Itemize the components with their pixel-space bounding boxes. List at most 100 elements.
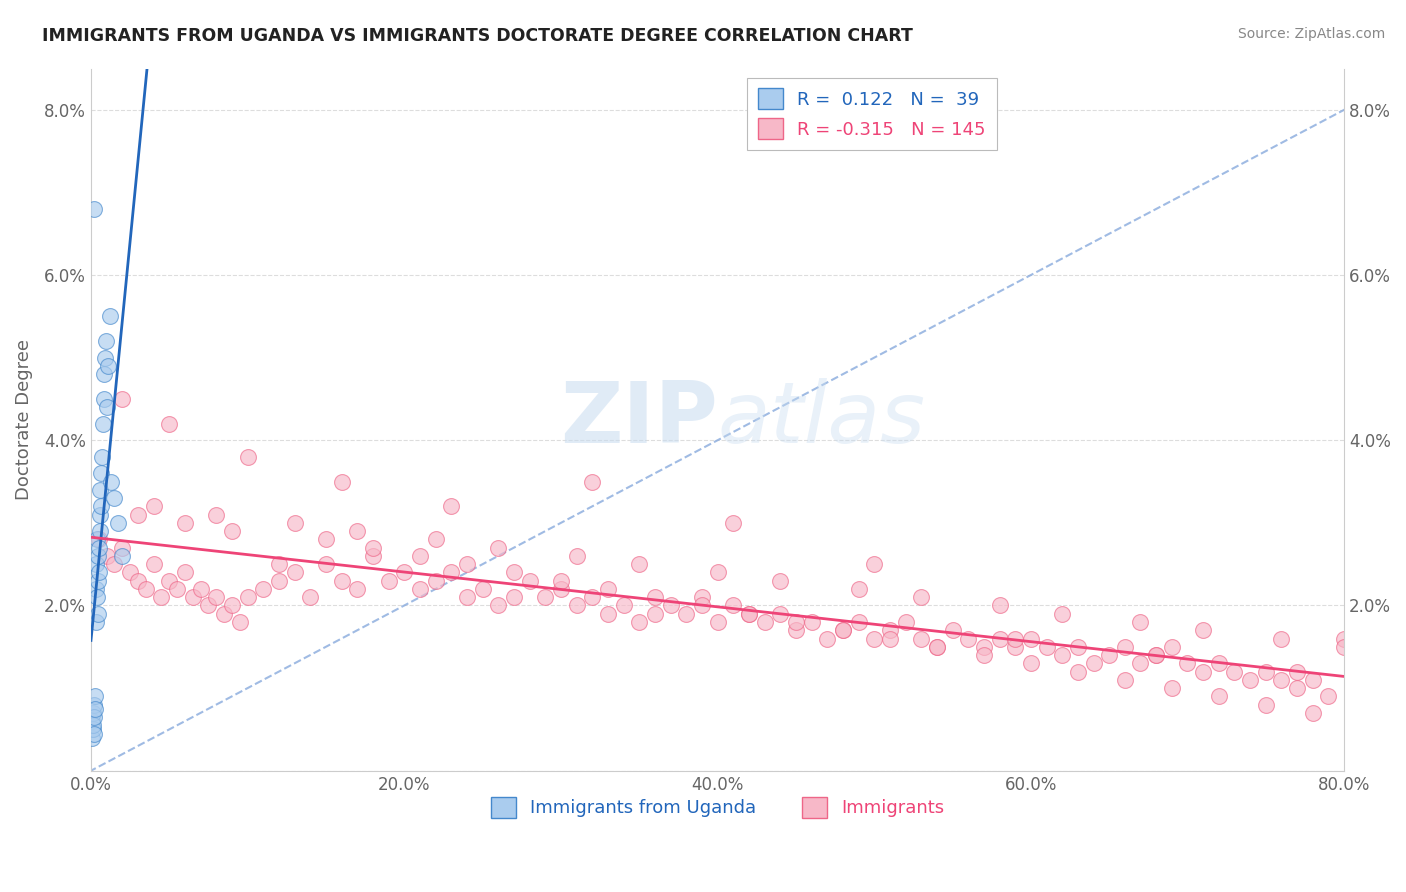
Point bbox=[89, 483, 111, 497]
Point bbox=[1067, 665, 1090, 679]
Point bbox=[221, 524, 243, 538]
Point bbox=[86, 607, 108, 621]
Point bbox=[87, 549, 110, 563]
Point bbox=[330, 475, 353, 489]
Point bbox=[89, 524, 111, 538]
Point bbox=[486, 599, 509, 613]
Point bbox=[111, 549, 134, 563]
Point bbox=[879, 624, 901, 638]
Point bbox=[973, 640, 995, 654]
Point bbox=[1177, 657, 1199, 671]
Point bbox=[706, 615, 728, 629]
Point bbox=[1333, 632, 1355, 646]
Point bbox=[142, 557, 165, 571]
Point bbox=[107, 516, 129, 530]
Point bbox=[93, 392, 115, 406]
Point bbox=[1223, 665, 1246, 679]
Point bbox=[80, 731, 103, 745]
Point bbox=[87, 541, 110, 555]
Point bbox=[1050, 648, 1073, 662]
Point bbox=[135, 582, 157, 596]
Point bbox=[519, 574, 541, 588]
Point bbox=[769, 607, 792, 621]
Point bbox=[236, 450, 259, 464]
Point bbox=[831, 624, 853, 638]
Point bbox=[596, 607, 619, 621]
Point bbox=[205, 591, 228, 605]
Point bbox=[1286, 681, 1309, 695]
Point bbox=[166, 582, 188, 596]
Point bbox=[471, 582, 494, 596]
Point bbox=[785, 615, 807, 629]
Point bbox=[1035, 640, 1057, 654]
Point bbox=[425, 533, 447, 547]
Point bbox=[550, 582, 572, 596]
Point bbox=[84, 702, 107, 716]
Point bbox=[212, 607, 235, 621]
Point bbox=[1302, 706, 1324, 720]
Point bbox=[84, 582, 107, 596]
Point bbox=[83, 690, 105, 704]
Point bbox=[87, 533, 110, 547]
Point bbox=[1004, 640, 1026, 654]
Point bbox=[1114, 673, 1136, 687]
Point bbox=[83, 726, 105, 740]
Point bbox=[1019, 657, 1042, 671]
Point bbox=[1254, 698, 1277, 712]
Point bbox=[988, 632, 1011, 646]
Point bbox=[284, 516, 307, 530]
Point bbox=[157, 417, 180, 431]
Point bbox=[89, 508, 111, 522]
Point bbox=[82, 706, 104, 720]
Point bbox=[111, 392, 134, 406]
Point bbox=[988, 599, 1011, 613]
Point bbox=[83, 202, 105, 216]
Point bbox=[96, 549, 118, 563]
Point bbox=[957, 632, 980, 646]
Point bbox=[94, 351, 117, 365]
Point bbox=[252, 582, 274, 596]
Point bbox=[550, 574, 572, 588]
Point bbox=[142, 500, 165, 514]
Point bbox=[486, 541, 509, 555]
Point bbox=[738, 607, 761, 621]
Point bbox=[1083, 657, 1105, 671]
Point bbox=[800, 615, 823, 629]
Point bbox=[721, 516, 744, 530]
Point bbox=[659, 599, 682, 613]
Text: ZIP: ZIP bbox=[560, 378, 717, 461]
Point bbox=[848, 582, 870, 596]
Point bbox=[815, 632, 838, 646]
Text: Source: ZipAtlas.com: Source: ZipAtlas.com bbox=[1237, 27, 1385, 41]
Point bbox=[315, 533, 337, 547]
Point bbox=[150, 591, 173, 605]
Point bbox=[628, 557, 651, 571]
Point bbox=[1270, 632, 1292, 646]
Point bbox=[86, 591, 108, 605]
Point bbox=[1317, 690, 1340, 704]
Point bbox=[94, 334, 117, 348]
Point bbox=[330, 574, 353, 588]
Point bbox=[90, 467, 112, 481]
Point bbox=[456, 591, 478, 605]
Point bbox=[83, 710, 105, 724]
Text: atlas: atlas bbox=[717, 378, 925, 461]
Point bbox=[190, 582, 212, 596]
Point bbox=[863, 557, 886, 571]
Point bbox=[409, 582, 432, 596]
Y-axis label: Doctorate Degree: Doctorate Degree bbox=[15, 339, 32, 500]
Point bbox=[910, 632, 932, 646]
Point bbox=[769, 574, 792, 588]
Point bbox=[90, 500, 112, 514]
Point bbox=[1050, 607, 1073, 621]
Point bbox=[267, 574, 290, 588]
Point bbox=[1254, 665, 1277, 679]
Point bbox=[1270, 673, 1292, 687]
Point bbox=[925, 640, 948, 654]
Point bbox=[87, 566, 110, 580]
Point bbox=[299, 591, 322, 605]
Point bbox=[941, 624, 963, 638]
Point bbox=[236, 591, 259, 605]
Point bbox=[100, 475, 122, 489]
Point bbox=[1333, 640, 1355, 654]
